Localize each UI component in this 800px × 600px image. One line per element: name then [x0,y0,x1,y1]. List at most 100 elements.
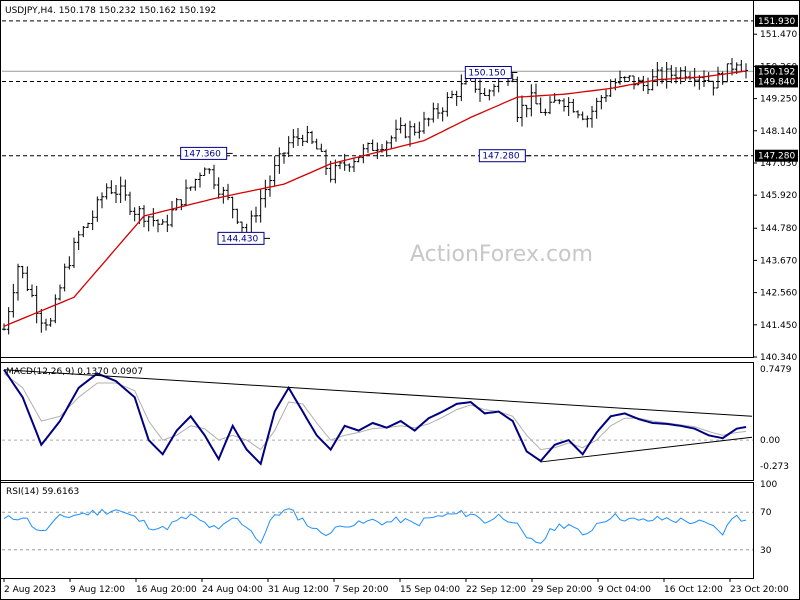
ohlc-bar [431,102,436,123]
ohlc-bar [300,134,305,147]
ohlc-bar [510,73,515,83]
ohlc-bar [104,183,109,200]
ohlc-bar [212,164,216,190]
ohlc-bar [216,177,221,199]
ohlc-bar [342,153,347,171]
price-panel-frame [0,0,754,358]
ohlc-bar [632,75,636,90]
ohlc-bar [622,76,627,83]
ohlc-bar [263,179,268,208]
ohlc-bar [529,84,534,117]
ohlc-bar [436,103,440,119]
rsi-label: RSI(14) 59.6163 [6,487,79,497]
ohlc-bar [487,89,492,101]
level-tag-label: 151.930 [758,17,795,27]
ohlc-bar [482,88,487,97]
price-tick-label: 147.030 [760,159,797,169]
ohlc-bar [310,130,314,144]
ohlc-bar [151,208,156,227]
ohlc-bar [44,318,48,331]
annotation-box [180,146,228,160]
ohlc-bar [48,318,53,327]
ohlc-bar [240,221,244,234]
ohlc-bar [590,106,594,128]
ohlc-bar [454,90,459,106]
ohlc-bar [566,97,571,117]
ohlc-bar [538,97,543,114]
ohlc-bar [333,159,338,184]
price-tick-label: 140.340 [760,353,797,363]
ohlc-bar [198,172,202,188]
level-tag-label: 150.192 [758,67,795,77]
ohlc-bar [524,104,529,118]
ohlc-bar [53,294,58,324]
ohlc-bar [599,95,604,110]
ohlc-bar [30,284,34,298]
ohlc-bar [160,219,165,225]
ohlc-bar [370,139,375,151]
ohlc-bar [646,77,650,94]
watermark: ActionForex.com [410,242,593,267]
ohlc-bar [25,266,30,292]
date-label: 22 Sep 12:00 [466,585,526,595]
ohlc-bar [650,69,655,91]
macd-line [3,369,747,466]
ohlc-bar [62,263,67,292]
ohlc-bar [67,256,72,270]
price-tick-label: 142.560 [760,289,797,299]
price-tick-label: 143.670 [760,256,797,266]
ohlc-bar [202,167,207,176]
annotation-label: 150.150 [468,68,505,78]
ohlc-bar [170,201,174,228]
ohlc-bar [361,144,366,164]
macd-tick-label: -0.273 [760,462,789,472]
ohlc-bar [268,175,272,197]
ohlc-bar [179,199,184,211]
ohlc-bar [272,156,277,187]
ohlc-bar [254,206,258,223]
rsi-tick-label: 70 [760,508,772,518]
ohlc-bar [156,219,160,233]
annotation-label: 147.360 [184,149,221,159]
ohlc-bar [324,149,328,176]
ohlc-bar [594,97,599,119]
macd-trendline [540,436,753,463]
ohlc-bar [641,75,646,92]
date-label: 24 Aug 04:00 [202,585,263,595]
ohlc-bar [118,176,123,203]
ohlc-bar [128,191,132,215]
ohlc-bar [76,230,81,251]
ohlc-bar [352,157,356,173]
ohlc-bar [669,65,674,84]
ohlc-bar [11,283,16,318]
ohlc-bar [520,95,524,127]
macd-trendline [3,369,753,417]
rsi-tick-label: 100 [760,480,777,490]
ohlc-bar [123,179,128,201]
price-header: USDJPY,H4. 150.178 150.232 150.162 150.1… [5,6,216,16]
date-label: 16 Oct 12:00 [664,585,723,595]
ohlc-bar [188,186,193,191]
level-tag [755,14,798,27]
ohlc-bar [6,307,11,335]
ohlc-bar [375,142,380,160]
ohlc-bar [95,196,100,222]
ohlc-bar [338,161,342,170]
ohlc-bar [193,178,198,191]
ohlc-bar [571,98,576,113]
ohlc-bar [282,152,286,164]
ohlc-bar [562,98,566,112]
macd-tick-label: 0.7479 [760,365,792,375]
level-tag [755,75,798,88]
ohlc-bar [132,207,137,222]
annotation-box [464,65,512,79]
ohlc-bar [440,107,445,122]
annotation-label: 144.430 [221,234,258,244]
annotation-box [217,231,265,245]
date-label: 23 Oct 20:00 [730,585,789,595]
date-label: 16 Aug 20:00 [136,585,197,595]
ohlc-bar [394,119,398,142]
date-label: 29 Sep 20:00 [532,585,592,595]
ohlc-bar [100,192,104,209]
ohlc-bar [347,163,352,172]
